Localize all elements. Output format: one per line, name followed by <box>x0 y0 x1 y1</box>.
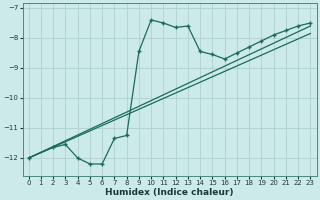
X-axis label: Humidex (Indice chaleur): Humidex (Indice chaleur) <box>105 188 234 197</box>
